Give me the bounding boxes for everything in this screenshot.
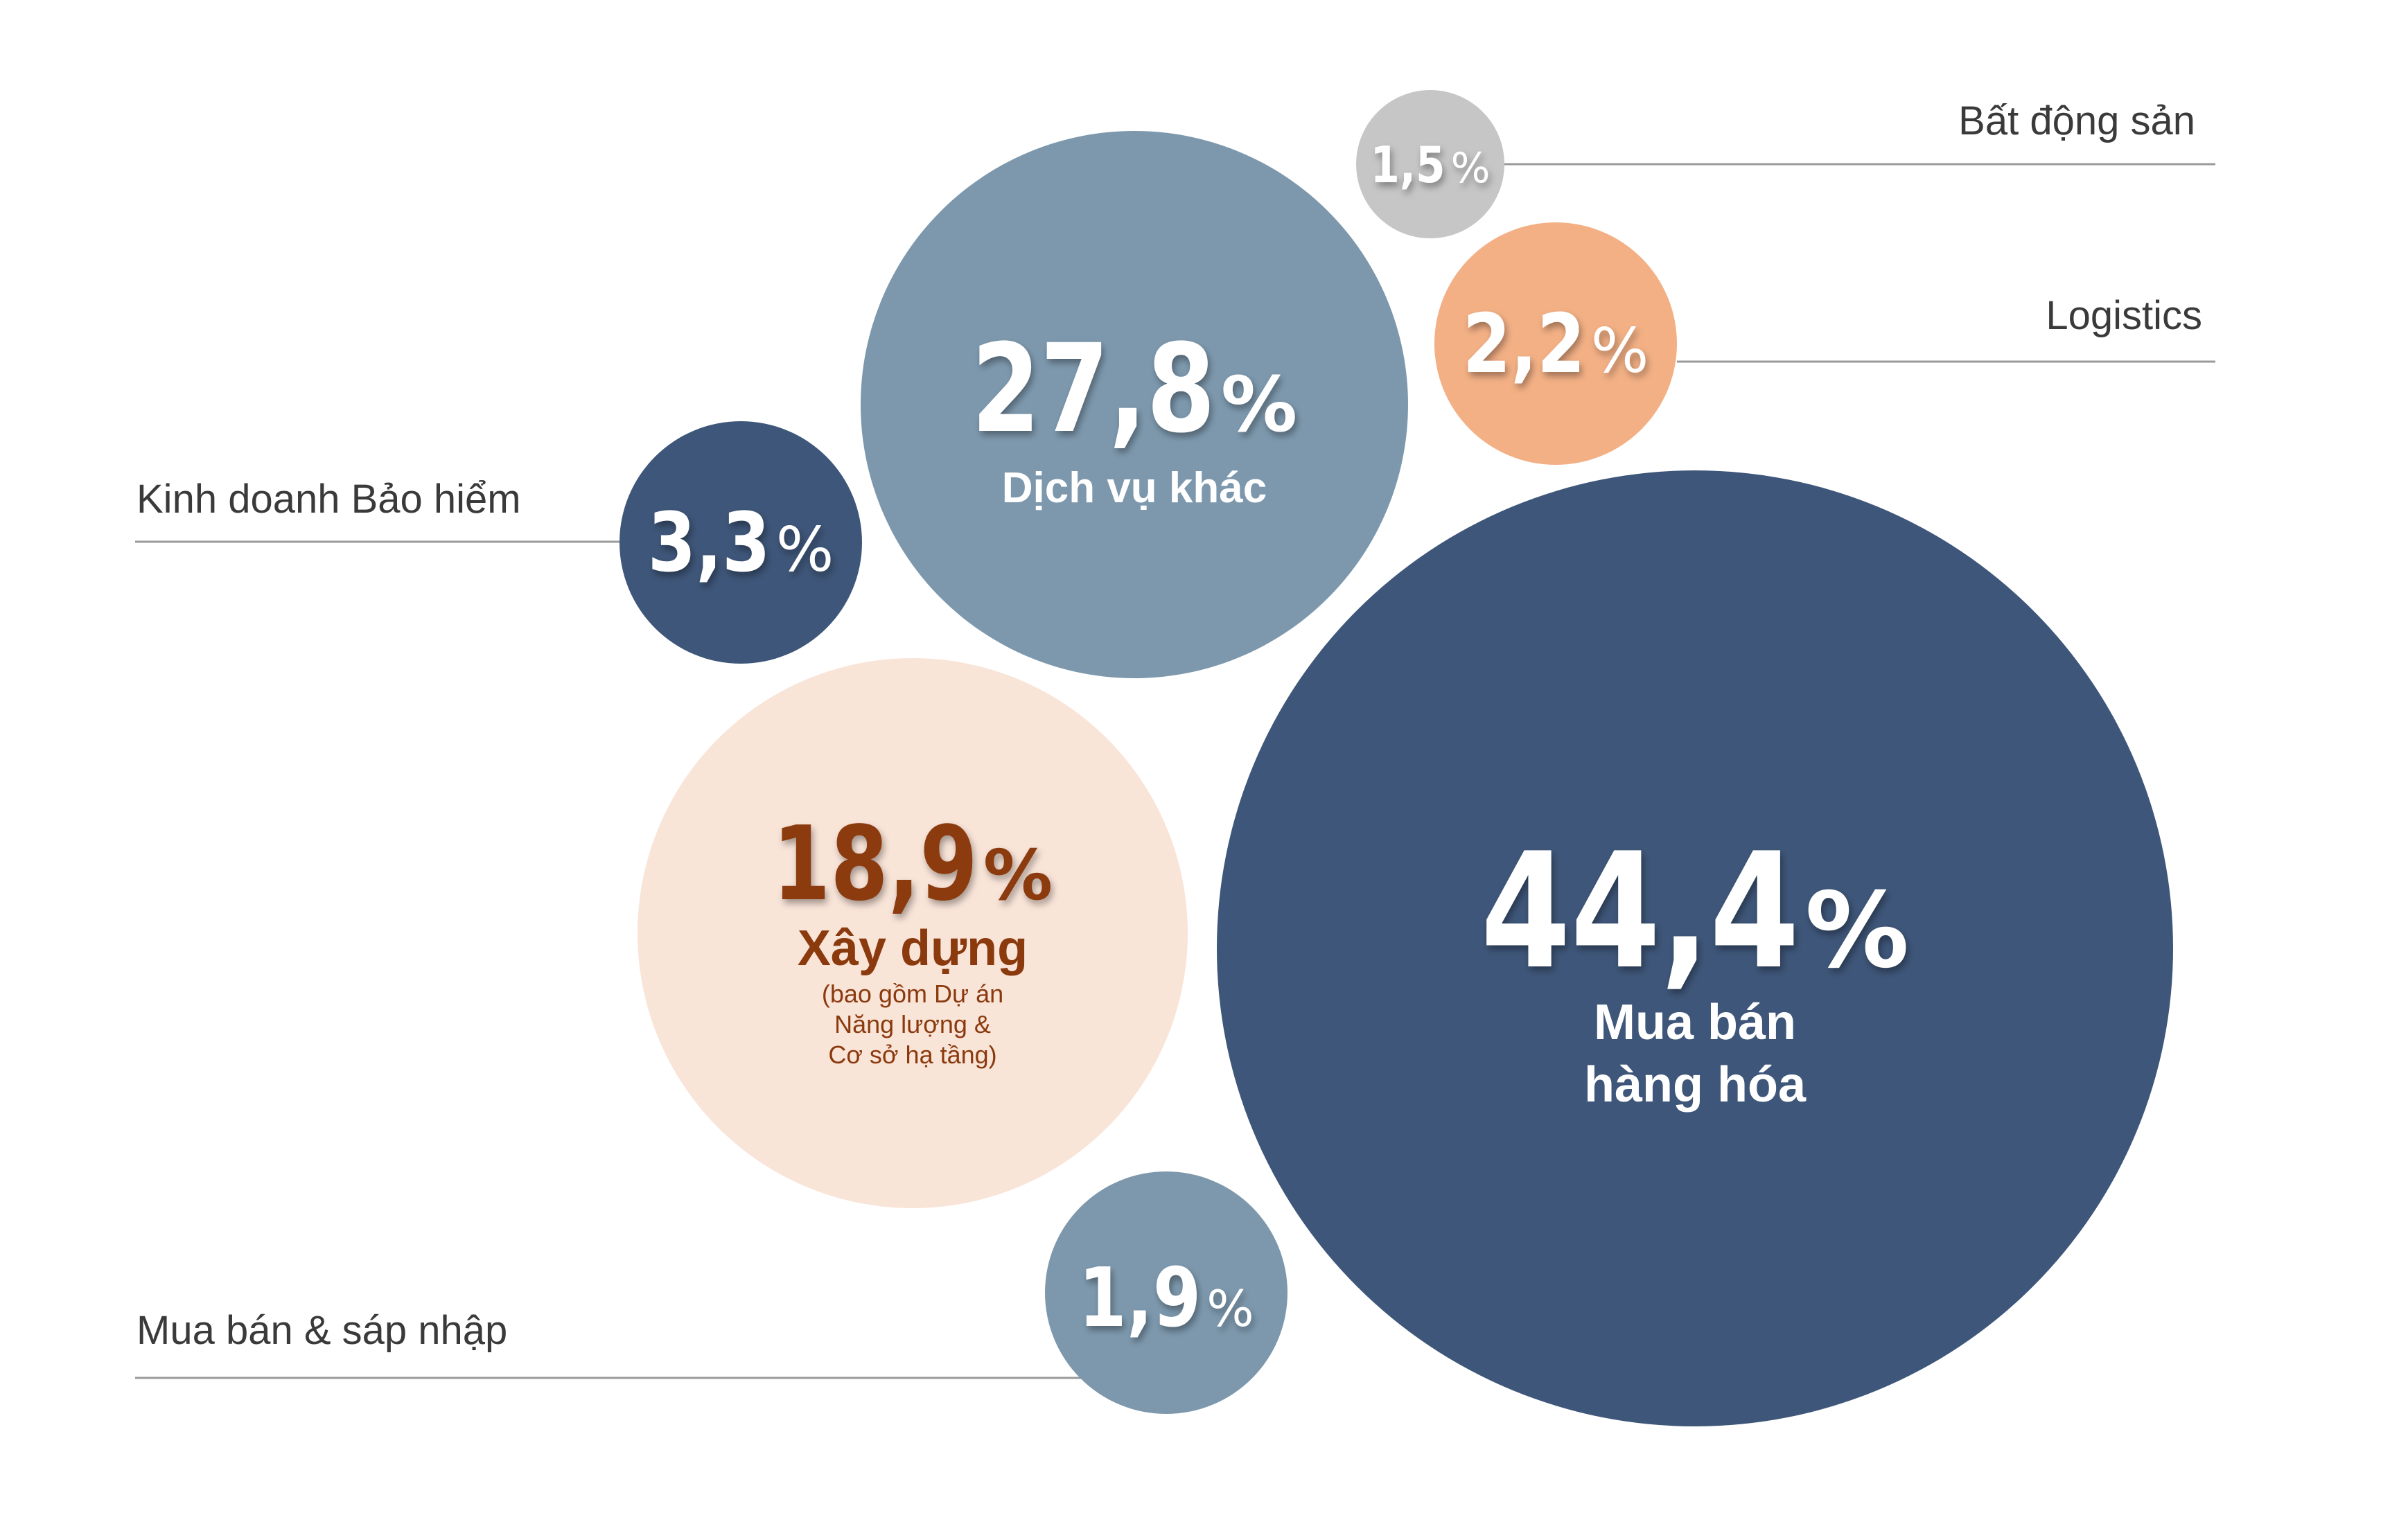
bubble-dich-vu-khac: 27,8%Dịch vụ khác	[861, 131, 1408, 678]
value-label-dich-vu-khac: 27,8%	[972, 318, 1297, 460]
circle-dich-vu-khac	[861, 131, 1408, 678]
callout-label-bat-dong-san: Bất động sản	[1958, 98, 2195, 143]
callout-label-kinh-doanh-bao-hiem: Kinh doanh Bảo hiểm	[137, 477, 521, 522]
circle-mua-ban-sap-nhap	[1045, 1171, 1288, 1414]
circle-bat-dong-san	[1356, 90, 1504, 238]
circle-logistics	[1434, 222, 1677, 465]
bubble-mua-ban-hang-hoa: 44,4%Mua bán hàng hóa	[1217, 470, 2173, 1426]
callout-label-mua-ban-sap-nhap: Mua bán & sáp nhập	[137, 1308, 507, 1353]
category-note-xay-dung: Năng lượng &	[834, 1010, 991, 1038]
value-label-logistics: 2,2%	[1463, 296, 1649, 391]
value-label-mua-ban-hang-hoa: 44,4%	[1481, 820, 1909, 1005]
value-label-xay-dung: 18,9%	[773, 804, 1053, 923]
bubble-kinh-doanh-bao-hiem: Kinh doanh Bảo hiểm 3,3%	[135, 421, 862, 664]
circle-kinh-doanh-bao-hiem	[619, 421, 862, 664]
category-label-mua-ban-hang-hoa: Mua bán	[1594, 995, 1796, 1050]
circle-mua-ban-hang-hoa	[1217, 470, 2173, 1426]
value-label-bat-dong-san: 1,5%	[1370, 136, 1490, 194]
callout-label-logistics: Logistics	[2046, 293, 2202, 338]
category-label-xay-dung: Xây dựng	[798, 921, 1028, 976]
category-label-dich-vu-khac: Dịch vụ khác	[1002, 464, 1267, 512]
bubble-logistics: Logistics 2,2%	[1434, 222, 2215, 465]
bubble-bat-dong-san: Bất động sản 1,5%	[1356, 90, 2215, 238]
value-label-mua-ban-sap-nhap: 1,9%	[1078, 1250, 1254, 1345]
value-label-kinh-doanh-bao-hiem: 3,3%	[648, 495, 834, 590]
category-note-xay-dung: (bao gồm Dự án	[822, 980, 1003, 1008]
bubble-mua-ban-sap-nhap: Mua bán & sáp nhập 1,9%	[135, 1171, 1288, 1414]
category-label-mua-ban-hang-hoa: hàng hóa	[1584, 1057, 1807, 1113]
category-note-xay-dung: Cơ sở hạ tầng)	[828, 1041, 996, 1069]
circle-xay-dung	[638, 658, 1188, 1208]
